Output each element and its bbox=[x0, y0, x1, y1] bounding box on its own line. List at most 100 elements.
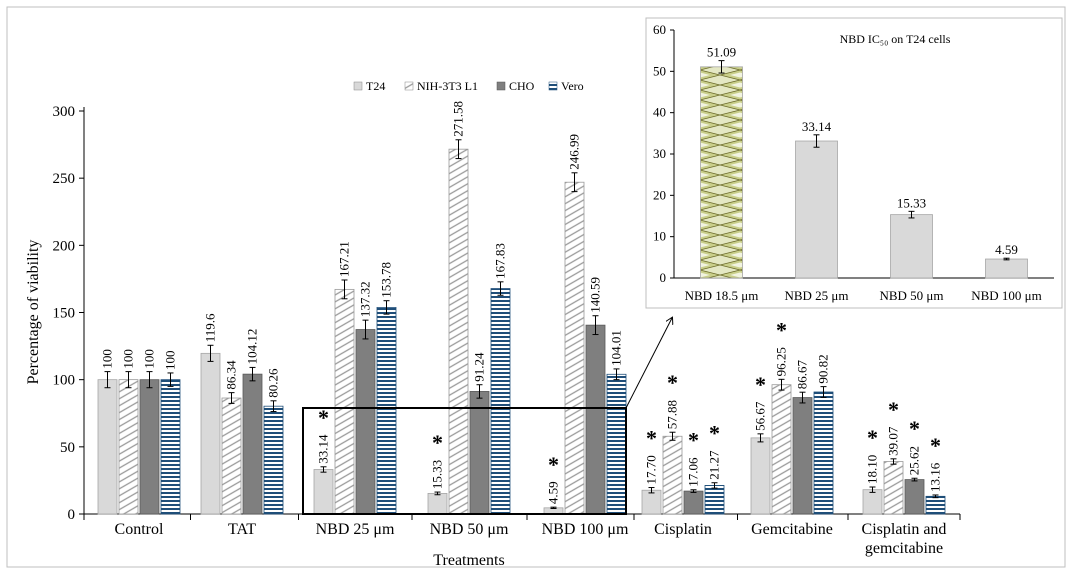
y-tick-label: 50 bbox=[60, 440, 75, 456]
inset-y-tick-label: 50 bbox=[653, 63, 666, 78]
inset-data-label: 51.09 bbox=[707, 45, 736, 60]
data-label: 21.27 bbox=[707, 450, 722, 480]
inset-y-tick-label: 30 bbox=[653, 146, 666, 161]
data-label: 17.06 bbox=[686, 457, 701, 487]
bar-vero-7 bbox=[925, 495, 946, 515]
bar-t24-0 bbox=[97, 379, 118, 515]
data-label: 4.59 bbox=[546, 481, 561, 504]
data-label: 80.26 bbox=[266, 368, 281, 398]
bar-vero-6 bbox=[813, 391, 834, 515]
inset-y-tick-label: 60 bbox=[653, 22, 666, 37]
bar-cho-1 bbox=[242, 373, 263, 515]
category-label: Control bbox=[115, 521, 164, 538]
category-label: Gemcitabine bbox=[751, 521, 833, 538]
data-label: 167.83 bbox=[493, 243, 508, 279]
category-label: TAT bbox=[228, 521, 256, 538]
bar-t24-2 bbox=[313, 469, 334, 515]
data-label: 18.10 bbox=[865, 455, 880, 484]
data-label: 17.70 bbox=[644, 455, 659, 484]
data-label: 140.59 bbox=[588, 277, 603, 313]
significance-star: * bbox=[667, 370, 678, 395]
bar-t24-6 bbox=[750, 437, 771, 515]
data-label: 13.16 bbox=[928, 462, 943, 492]
bar-cho-4 bbox=[585, 324, 606, 515]
x-axis-title: Treatments bbox=[433, 552, 504, 569]
data-label: 39.07 bbox=[886, 426, 901, 456]
category-label: NBD 50 μm bbox=[430, 521, 509, 538]
zoom-arrow bbox=[625, 318, 672, 409]
data-label: 91.24 bbox=[472, 352, 487, 382]
data-label: 104.01 bbox=[609, 330, 624, 366]
category-label: Cisplatin and bbox=[862, 521, 947, 538]
significance-star: * bbox=[930, 433, 941, 458]
category-label: NBD 100 μm bbox=[542, 521, 629, 538]
y-tick-label: 200 bbox=[53, 238, 76, 254]
bar-nih-3t3-l1-0 bbox=[118, 379, 139, 515]
data-label: 246.99 bbox=[567, 134, 582, 170]
inset-bar-1 bbox=[795, 140, 838, 279]
data-label: 153.78 bbox=[379, 262, 394, 298]
data-label: 137.32 bbox=[358, 281, 373, 317]
significance-star: * bbox=[432, 430, 443, 455]
data-label: 86.67 bbox=[795, 359, 810, 389]
bar-t24-1 bbox=[200, 352, 221, 515]
bar-nih-3t3-l1-7 bbox=[883, 461, 904, 515]
y-axis-title: Percentage of viability bbox=[25, 240, 42, 385]
significance-star: * bbox=[318, 405, 329, 430]
data-label: 57.88 bbox=[665, 400, 680, 429]
legend-label-nih: NIH-3T3 L1 bbox=[417, 79, 478, 93]
bar-cho-7 bbox=[904, 479, 925, 515]
bar-cho-3 bbox=[469, 391, 490, 515]
significance-star: * bbox=[909, 416, 920, 441]
legend-label-t24: T24 bbox=[366, 79, 385, 93]
bar-cho-6 bbox=[792, 397, 813, 515]
bar-vero-1 bbox=[263, 405, 284, 515]
inset-y-tick-label: 10 bbox=[653, 229, 666, 244]
bar-vero-0 bbox=[160, 379, 181, 515]
y-tick-label: 100 bbox=[53, 373, 76, 389]
significance-star: * bbox=[776, 317, 787, 342]
legend-label-cho: CHO bbox=[509, 79, 535, 93]
inset-bar-0 bbox=[700, 66, 743, 279]
bar-nih-3t3-l1-3 bbox=[448, 148, 469, 515]
data-label: 56.67 bbox=[753, 401, 768, 431]
inset-title: NBD IC₅₀ on T24 cells bbox=[840, 32, 951, 46]
significance-star: * bbox=[548, 452, 559, 477]
y-tick-label: 150 bbox=[53, 306, 76, 322]
bar-nih-3t3-l1-1 bbox=[221, 397, 242, 515]
bar-nih-3t3-l1-5 bbox=[662, 435, 683, 515]
y-tick-label: 0 bbox=[68, 507, 76, 523]
data-label: 104.12 bbox=[245, 329, 260, 365]
legend: T24 NIH-3T3 L1 CHO Vero bbox=[353, 79, 584, 93]
significance-star: * bbox=[755, 372, 766, 397]
significance-star: * bbox=[888, 397, 899, 422]
inset-data-label: 33.14 bbox=[802, 119, 832, 134]
inset-y-tick-label: 20 bbox=[653, 187, 666, 202]
data-label: 167.21 bbox=[337, 241, 352, 277]
inset-y-tick-label: 0 bbox=[660, 270, 667, 285]
bar-cho-0 bbox=[139, 379, 160, 515]
y-tick-label: 300 bbox=[53, 104, 76, 120]
inset-category-label: NBD 50 μm bbox=[879, 288, 943, 303]
figure-frame bbox=[6, 6, 1066, 568]
inset-bar-2 bbox=[890, 214, 933, 279]
inset-chart: NBD IC₅₀ on T24 cells 0 10 20 30 40 50 60 51.0… bbox=[645, 17, 1063, 309]
bar-vero-5 bbox=[704, 485, 725, 515]
category-label: NBD 25 μm bbox=[316, 521, 395, 538]
bar-nih-3t3-l1-4 bbox=[564, 181, 585, 515]
significance-star: * bbox=[646, 426, 657, 451]
bar-vero-4 bbox=[606, 373, 627, 515]
data-label: 33.14 bbox=[316, 434, 331, 464]
highlight-box bbox=[302, 407, 627, 515]
bar-cho-5 bbox=[683, 490, 704, 515]
data-label: 86.34 bbox=[224, 360, 239, 390]
data-label: 100 bbox=[100, 349, 115, 369]
data-label: 100 bbox=[142, 349, 157, 369]
inset-data-label: 15.33 bbox=[897, 195, 926, 210]
y-tick-label: 250 bbox=[53, 171, 76, 187]
bar-cho-2 bbox=[355, 329, 376, 515]
bar-t24-7 bbox=[862, 489, 883, 515]
significance-star: * bbox=[709, 421, 720, 446]
data-label: 271.58 bbox=[451, 101, 466, 137]
